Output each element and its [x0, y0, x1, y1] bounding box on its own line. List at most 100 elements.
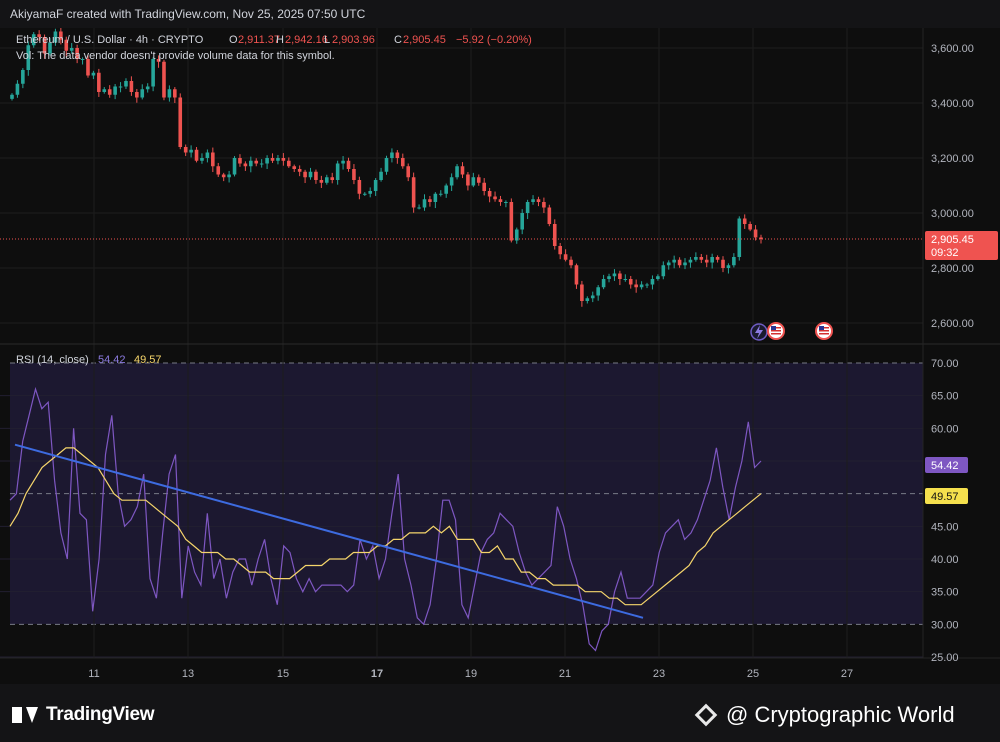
candle-body: [97, 72, 101, 92]
candle-body: [688, 259, 693, 263]
us-flag-icon[interactable]: [815, 322, 833, 340]
tradingview-brand: TradingView: [46, 704, 155, 725]
candle-body: [444, 185, 449, 194]
candle-body: [726, 265, 731, 268]
price-tick-label: 2,600.00: [931, 318, 974, 330]
candle-body: [569, 259, 573, 266]
footer-bar: TradingView @ Cryptographic World: [0, 684, 1000, 742]
candle-body: [525, 202, 530, 213]
candle-body: [742, 218, 747, 224]
legend-low: 2,903.96: [332, 34, 375, 46]
candle-body: [373, 180, 378, 191]
candle-body: [118, 86, 123, 88]
candle-body: [42, 37, 47, 54]
rsi-legend-value: 54.42: [98, 354, 126, 366]
chart-svg[interactable]: 2,600.00 2,800.00 3,000.00 3,200.00 3,400.00…: [0, 28, 1000, 684]
candle-body: [509, 202, 514, 241]
candle-body: [64, 39, 69, 51]
candle-body: [683, 262, 687, 266]
candle-body: [520, 213, 524, 230]
candle-body: [324, 177, 329, 183]
candle-body: [15, 83, 20, 95]
price-tick-label: 3,200.00: [931, 153, 974, 165]
candle-body: [645, 284, 649, 286]
candle-body: [281, 158, 286, 161]
rsi-tick-label: 65.00: [931, 391, 959, 403]
candle-body: [75, 48, 79, 59]
event-lightning-icon[interactable]: [750, 323, 768, 341]
candle-body: [287, 160, 291, 167]
time-tick-label: 27: [841, 668, 853, 680]
candle-body: [536, 199, 541, 202]
candle-body: [753, 229, 758, 238]
candle-body: [656, 276, 660, 279]
candle-body: [91, 72, 96, 76]
candle-body: [417, 207, 421, 209]
candle-body: [650, 279, 655, 285]
chart-area[interactable]: 2,600.00 2,800.00 3,000.00 3,200.00 3,400.00…: [0, 28, 1000, 684]
candle-body: [167, 89, 172, 98]
legend-symbol: Ethereum / U.S. Dollar · 4h · CRYPTO: [16, 34, 204, 46]
candle-body: [129, 81, 134, 92]
candle-body: [107, 89, 112, 95]
candle-body: [346, 160, 351, 169]
legend-high: 2,942.16: [285, 34, 328, 46]
rsi-legend-ma: 49.57: [134, 354, 162, 366]
candle-body: [352, 169, 356, 180]
candle-body: [721, 259, 725, 268]
rsi-tick-label: 70.00: [931, 358, 959, 370]
rsi-tick-label: 45.00: [931, 521, 959, 533]
watermark: @ Cryptographic World: [694, 702, 955, 728]
candle-body: [31, 34, 36, 46]
candle-body: [211, 152, 215, 167]
candle-body: [449, 177, 454, 186]
candle-body: [368, 191, 373, 194]
candle-body: [466, 174, 470, 186]
candle-body: [612, 273, 617, 277]
candle-body: [379, 171, 383, 180]
us-flag-icon[interactable]: [767, 322, 785, 340]
candle-body: [10, 94, 14, 99]
candle-body: [694, 257, 698, 260]
candle-body: [677, 259, 682, 266]
tradingview-logo[interactable]: TradingView: [12, 704, 155, 726]
candle-body: [395, 152, 400, 158]
candle-body: [482, 182, 486, 191]
price-tag-bg: [925, 231, 998, 260]
candle-body: [53, 31, 58, 43]
candle-body: [406, 166, 411, 178]
candle-body: [297, 169, 302, 172]
candle-body: [487, 191, 492, 197]
rsi-tick-label: 40.00: [931, 554, 959, 566]
candle-body: [216, 166, 221, 175]
candle-body: [661, 265, 666, 277]
legend-close: 2,905.45: [403, 34, 446, 46]
candle-body: [314, 171, 318, 180]
candle-body: [156, 59, 161, 62]
candle-body: [102, 89, 107, 92]
candle-body: [124, 81, 128, 87]
candle-body: [476, 177, 481, 183]
candle-body: [26, 45, 31, 70]
candle-body: [628, 279, 633, 285]
candle-body: [563, 254, 568, 260]
candle-body: [498, 199, 503, 202]
candle-body: [254, 160, 259, 164]
candle-body: [80, 59, 85, 60]
candle-body: [221, 174, 226, 178]
price-tick-label: 2,800.00: [931, 263, 974, 275]
rsi-ma-tag-bg: [925, 488, 968, 504]
grid-lines: [0, 28, 923, 658]
candle-body: [390, 152, 394, 158]
candle-body: [194, 149, 199, 161]
candle-body: [590, 295, 595, 299]
time-tick-label: 11: [88, 668, 99, 680]
candle-body: [308, 171, 313, 178]
candle-body: [59, 31, 63, 40]
price-tag-price: 2,905.45: [931, 234, 974, 246]
legend-high-label: H: [276, 34, 284, 46]
trendline: [14, 443, 644, 619]
candle-body: [259, 163, 264, 165]
candle-body: [189, 149, 193, 153]
rsi-tick-label: 30.00: [931, 619, 959, 631]
